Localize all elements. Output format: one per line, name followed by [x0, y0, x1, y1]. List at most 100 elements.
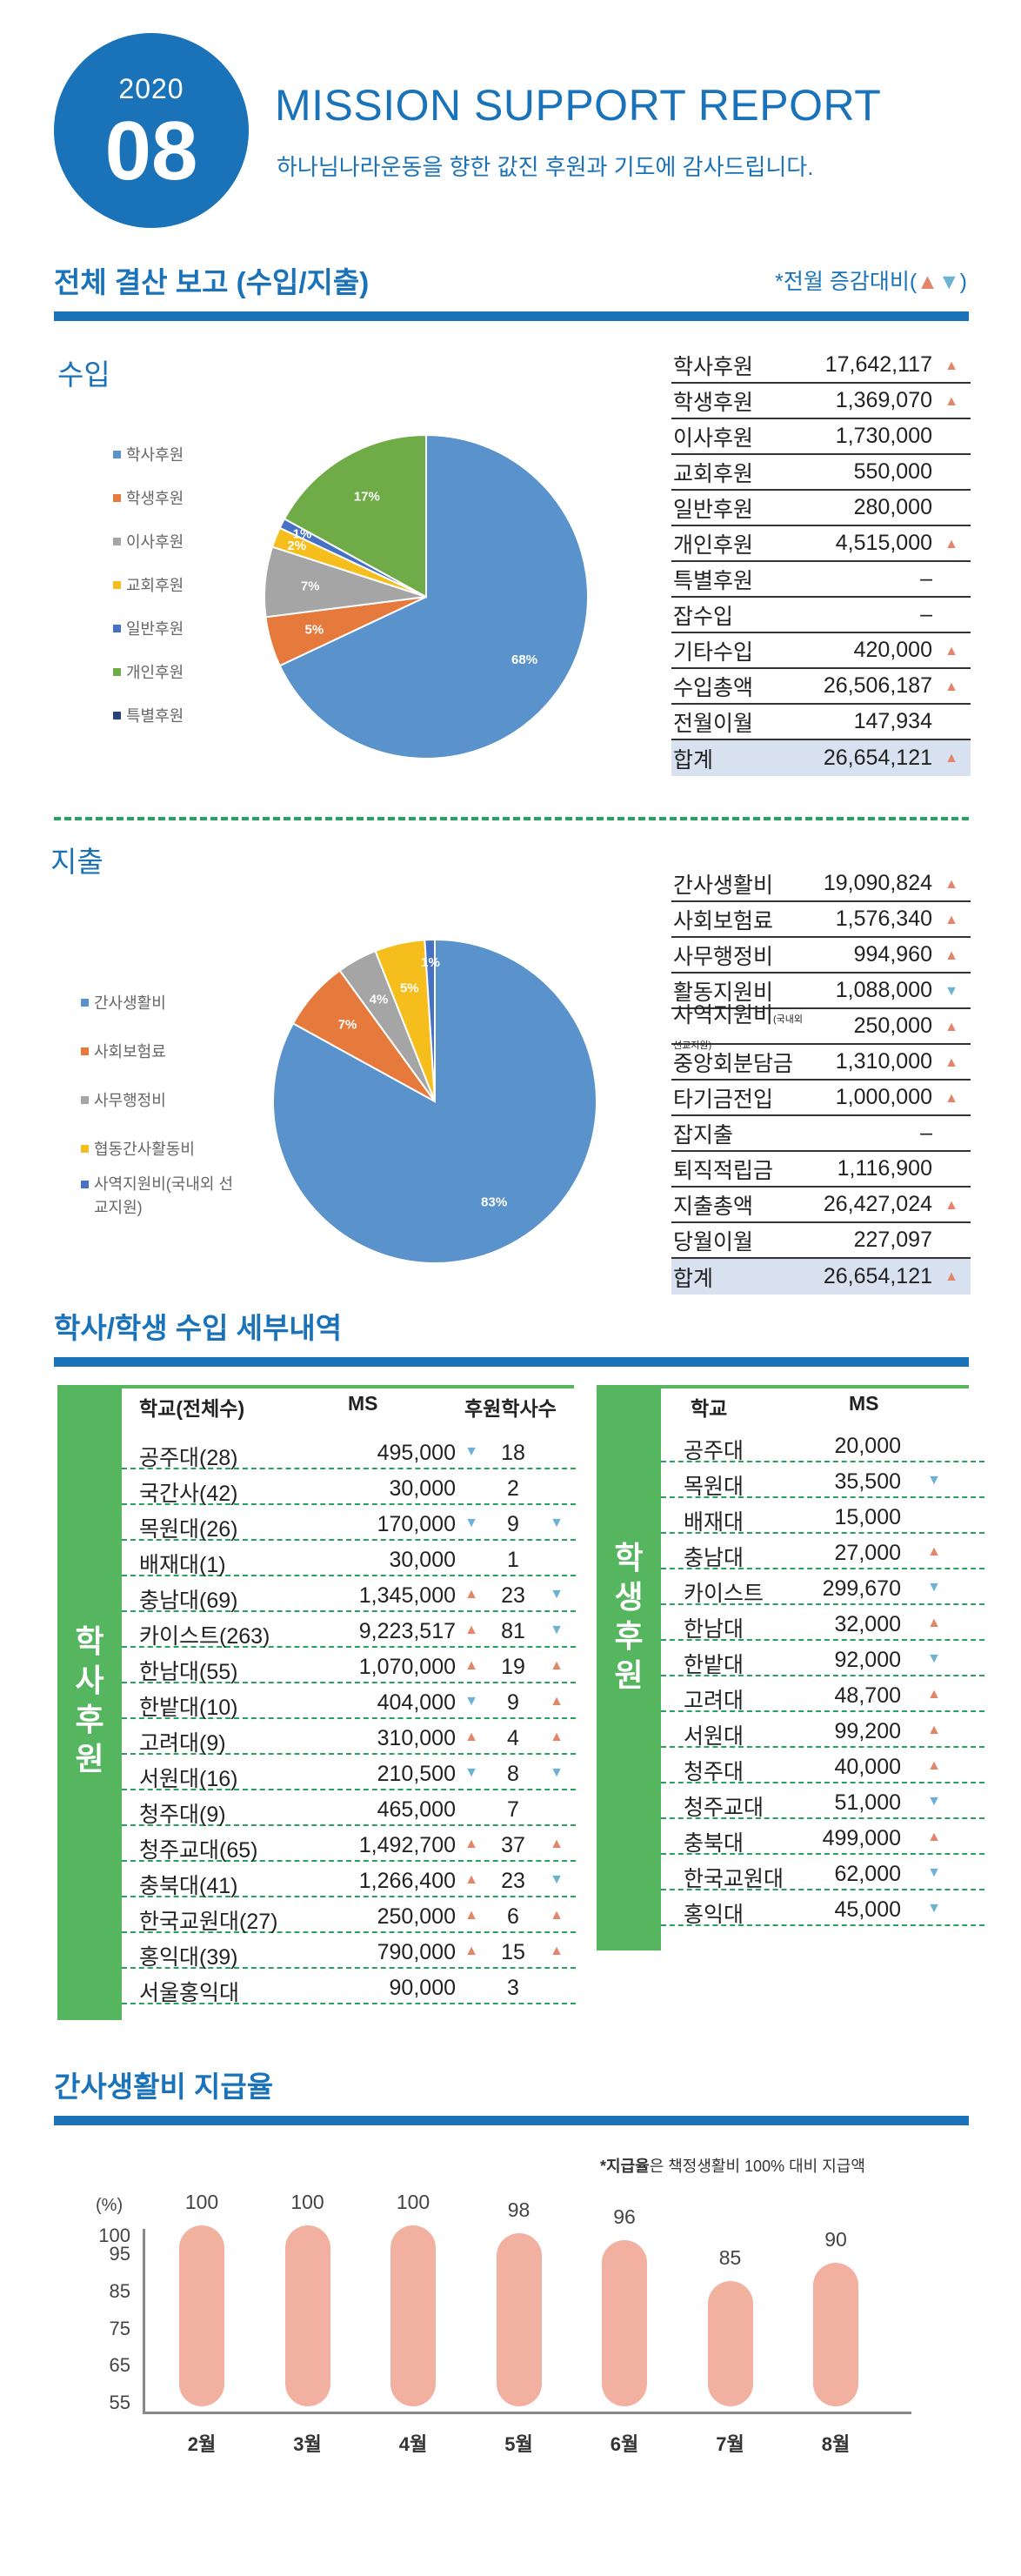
y-tick-label: 65	[109, 2354, 130, 2377]
summary-row: 잡수입 –	[671, 598, 971, 633]
ms-trend-icon: ▼	[464, 1765, 478, 1780]
summary-row: 특별후원 –	[671, 562, 971, 598]
summary-value: –	[920, 566, 932, 591]
summary-label-text: 학생후원	[673, 390, 754, 415]
pie-slice-label: 5%	[305, 622, 324, 637]
bar-value-label: 96	[613, 2205, 636, 2229]
summary-label-text: 개인후원	[673, 532, 754, 558]
ms-trend-icon: ▲	[927, 1723, 941, 1737]
count-trend-icon: ▲	[550, 1908, 564, 1923]
ms-trend-icon: ▼	[464, 1515, 478, 1530]
section-divider	[54, 1357, 969, 1367]
school-name: 청주교대	[684, 1796, 764, 1820]
date-badge: 2020 08	[54, 33, 249, 228]
bar	[496, 2232, 542, 2406]
summary-label-text: 합계	[673, 747, 714, 773]
bar	[284, 2225, 330, 2406]
summary-row: 합계 26,654,121 ▲	[671, 740, 971, 776]
summary-label-text: 사회보험료	[673, 908, 774, 933]
student-table: 공주대 20,000 목원대 35,500 ▼ 배재대 15,000 충남대 27,000 ▲ 카이…	[661, 1427, 984, 1927]
summary-row: 교회후원 550,000	[671, 455, 971, 491]
summary-label: 간사생활비	[671, 868, 811, 900]
summary-label-text: 수입총액	[673, 675, 754, 700]
student-header-school: 학교	[691, 1397, 728, 1420]
summary-row: 이사후원 1,730,000	[671, 419, 971, 455]
summary-label-text: 이사후원	[673, 425, 754, 451]
detail-title: 학사/학생 수입 세부내역	[54, 1312, 343, 1344]
y-tick-label: 100	[98, 2225, 130, 2246]
summary-label: 교회후원	[671, 457, 811, 488]
legend-item: 사무행정비	[81, 1075, 242, 1124]
ms-value: 9,223,517	[358, 1619, 456, 1643]
ms-trend-icon: ▲	[927, 1830, 941, 1844]
summary-label: 사회보험료	[671, 904, 811, 935]
legend-label: 사회보험료	[94, 1043, 166, 1061]
school-name: 카이스트(263)	[139, 1624, 270, 1649]
ms-value: 20,000	[834, 1434, 901, 1458]
school-name: 한국교원대(27)	[139, 1910, 278, 1934]
legend-swatch	[113, 624, 121, 632]
school-name: 한밭대	[684, 1653, 744, 1677]
legend-swatch	[81, 1047, 89, 1055]
summary-value: 26,654,121	[823, 746, 932, 770]
count-trend-icon: ▲	[550, 1658, 564, 1673]
up-arrow-icon: ▲	[944, 1020, 958, 1034]
ms-trend-icon: ▼	[464, 1444, 478, 1459]
up-arrow-icon: ▲	[944, 1091, 958, 1106]
summary-value: 420,000	[853, 638, 932, 662]
summary-row: 퇴직적립금 1,116,900	[671, 1152, 971, 1188]
summary-label-text: 특별후원	[673, 568, 754, 593]
legend-swatch	[113, 537, 121, 545]
ms-value: 790,000	[377, 1940, 456, 1964]
school-name: 홍익대(39)	[139, 1945, 238, 1970]
summary-label: 일반후원	[671, 492, 811, 524]
pie-slice-label: 5%	[400, 980, 419, 995]
summary-label: 지출총액	[671, 1189, 811, 1221]
summary-value: 280,000	[853, 495, 932, 519]
count-value: 18	[501, 1441, 525, 1465]
expense-title: 지출	[50, 846, 103, 878]
side-label-char: 생	[614, 1579, 644, 1615]
up-arrow-icon: ▲	[944, 1055, 958, 1070]
ms-value: 310,000	[377, 1726, 456, 1750]
expense-pie-chart: 83% 7% 4% 5%1%	[272, 938, 597, 1264]
y-axis	[143, 2229, 145, 2413]
summary-label: 학생후원	[671, 385, 811, 417]
summary-label-text: 활동지원비	[673, 980, 774, 1005]
count-trend-icon: ▲	[550, 1944, 564, 1958]
ms-trend-icon: ▼	[927, 1473, 941, 1488]
count-value: 2	[507, 1476, 519, 1501]
bar	[390, 2225, 436, 2406]
school-name: 서원대(16)	[139, 1767, 238, 1791]
y-tick-label: 55	[109, 2392, 130, 2413]
down-arrow-icon: ▼	[944, 984, 958, 999]
table-row: 고려대 48,700 ▲	[661, 1676, 984, 1713]
ms-value: 40,000	[834, 1755, 901, 1779]
income-pie-chart: 68%5%7%2%1%17%	[264, 433, 589, 759]
up-arrow-icon: ▲	[944, 1269, 958, 1284]
ms-trend-icon: ▼	[927, 1580, 941, 1595]
bar-value-label: 100	[396, 2191, 430, 2213]
summary-label: 활동지원비	[671, 975, 811, 1007]
scholar-top-rule	[122, 1385, 574, 1388]
ms-value: 1,266,400	[358, 1869, 456, 1893]
ms-trend-icon: ▼	[927, 1651, 941, 1666]
summary-row: 사회보험료 1,576,340 ▲	[671, 902, 971, 938]
summary-row: 사무행정비 994,960 ▲	[671, 938, 971, 974]
expense-summary-table: 간사생활비 19,090,824 ▲ 사회보험료 1,576,340 ▲ 사무행정비 994,…	[671, 866, 971, 1295]
up-arrow-icon: ▲	[944, 751, 958, 766]
table-row: 배재대 15,000	[661, 1498, 984, 1535]
table-row: 배재대(1) 30,000 1	[122, 1541, 576, 1577]
summary-row: 잡지출 –	[671, 1116, 971, 1152]
ms-value: 51,000	[834, 1790, 901, 1815]
ms-trend-icon: ▲	[464, 1658, 478, 1673]
ms-trend-icon: ▲	[927, 1758, 941, 1773]
summary-row: 간사생활비 19,090,824 ▲	[671, 866, 971, 902]
table-row: 목원대 35,500 ▼	[661, 1462, 984, 1499]
count-value: 4	[507, 1726, 519, 1750]
pie-slice-label: 83%	[481, 1194, 507, 1209]
side-label-char: 학	[614, 1540, 644, 1576]
count-trend-icon: ▲	[550, 1837, 564, 1851]
school-name: 충남대(69)	[139, 1589, 238, 1613]
